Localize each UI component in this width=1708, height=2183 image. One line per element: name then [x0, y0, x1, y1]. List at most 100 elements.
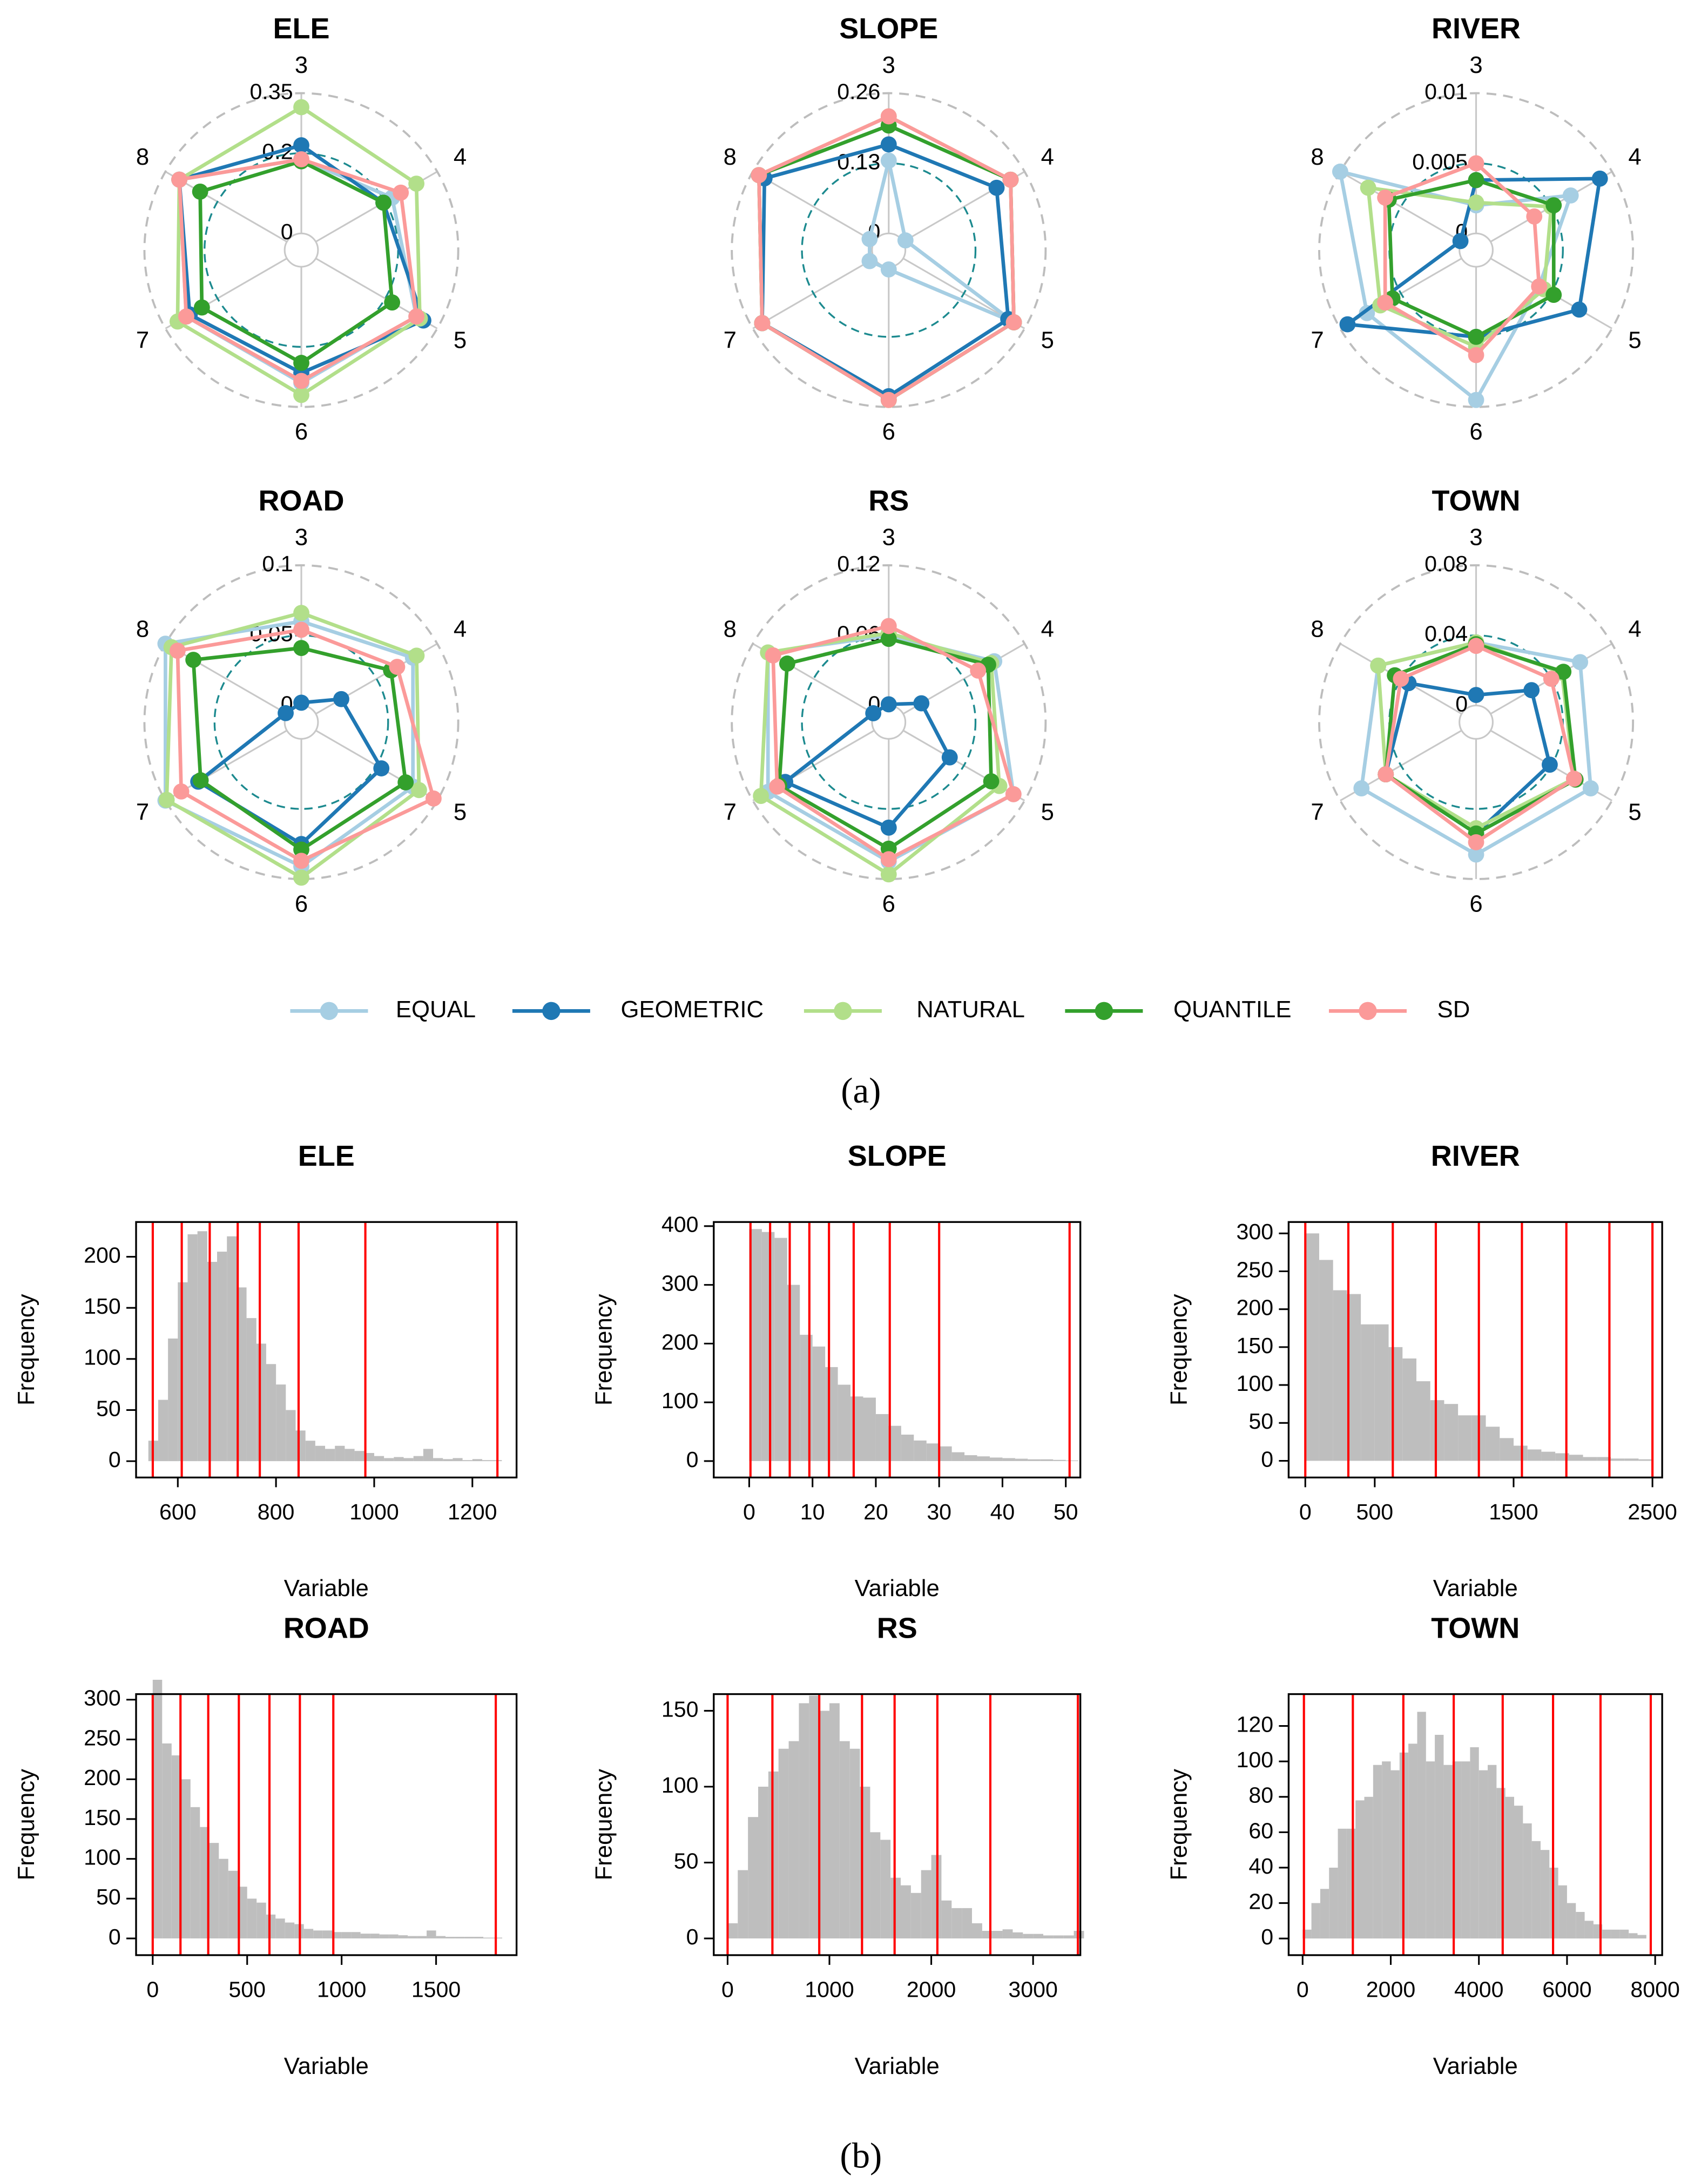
series-point — [779, 655, 795, 672]
axis-label: 4 — [1041, 144, 1054, 170]
series-point — [293, 387, 309, 403]
series-point — [1353, 780, 1370, 796]
bar — [1584, 1921, 1594, 1939]
y-tick-label: 50 — [1248, 1409, 1273, 1434]
bar — [313, 1930, 323, 1939]
bar — [962, 1908, 973, 1939]
bar — [819, 1711, 830, 1939]
axis-label: 3 — [882, 524, 895, 551]
bar — [825, 1367, 838, 1461]
series-point — [1591, 170, 1608, 187]
series-point — [293, 841, 309, 858]
series-point — [384, 294, 401, 311]
legend-marker — [834, 1002, 852, 1020]
grid-ring — [143, 92, 460, 408]
series-point — [397, 774, 414, 790]
axis-label: 4 — [454, 144, 467, 170]
series-point — [751, 167, 767, 184]
axis-label: 5 — [454, 327, 467, 353]
series-point — [897, 232, 914, 249]
y-axis-label: Frequency — [1165, 1769, 1192, 1881]
bar — [1416, 1381, 1430, 1461]
axis-label: 4 — [454, 616, 467, 642]
y-tick-label: 50 — [96, 1396, 121, 1421]
bar — [1338, 1828, 1347, 1939]
axis-label: 6 — [882, 890, 895, 917]
y-tick-label: 200 — [661, 1329, 699, 1354]
axis-label: 6 — [295, 890, 308, 917]
bar — [1443, 1765, 1453, 1939]
chart-title: SLOPE — [848, 1140, 947, 1172]
series-point — [1005, 786, 1022, 802]
series-point — [880, 851, 897, 868]
bar — [197, 1231, 207, 1462]
bar — [1611, 1929, 1620, 1939]
bar — [1619, 1929, 1629, 1939]
plot-frame — [135, 1221, 518, 1479]
bar — [398, 1935, 408, 1939]
bar — [413, 1456, 423, 1462]
bar — [1488, 1765, 1497, 1939]
y-tick-label: 200 — [84, 1765, 121, 1790]
legend-marker — [1095, 1002, 1113, 1020]
chart-title: ROAD — [283, 1612, 369, 1645]
axis-label: 7 — [724, 799, 737, 826]
bar — [209, 1843, 219, 1939]
axis-label: 3 — [295, 52, 308, 78]
bar — [738, 1870, 748, 1939]
y-tick-label: 200 — [1236, 1295, 1273, 1320]
axis-label: 5 — [1628, 327, 1641, 353]
series-point — [913, 695, 930, 712]
x-tick-label: 1500 — [1489, 1499, 1538, 1524]
bar — [829, 1703, 840, 1939]
bar — [1558, 1885, 1567, 1939]
bar — [778, 1748, 789, 1939]
axis-label: 4 — [1628, 616, 1641, 642]
bar — [389, 1934, 399, 1939]
bar — [951, 1908, 962, 1939]
bar — [799, 1703, 809, 1939]
series-point — [1377, 189, 1394, 206]
x-axis-label: Variable — [855, 2053, 940, 2079]
bar — [364, 1452, 374, 1462]
x-axis-label: Variable — [284, 2053, 369, 2079]
bar — [464, 1937, 474, 1939]
axis-label: 6 — [882, 418, 895, 445]
bar — [888, 1425, 901, 1461]
series-point — [1452, 233, 1469, 249]
axis-label: 3 — [1469, 524, 1482, 551]
y-tick-label: 100 — [661, 1773, 699, 1797]
r-tick-label: 0.26 — [837, 79, 880, 104]
series-point — [426, 790, 442, 807]
r-tick-label: 0.35 — [250, 79, 293, 104]
series-point — [1572, 654, 1589, 671]
chart-title: ELE — [273, 12, 330, 45]
series-point — [178, 308, 194, 325]
x-tick-label: 0 — [1299, 1499, 1312, 1524]
bar — [1329, 1867, 1338, 1939]
x-tick-label: 0 — [743, 1499, 755, 1524]
bar — [1597, 1457, 1611, 1461]
bar — [1638, 1459, 1653, 1461]
y-axis-label: Frequency — [13, 1769, 39, 1881]
axis-label: 6 — [1469, 418, 1482, 445]
series-point — [278, 705, 294, 721]
bar — [1637, 1935, 1646, 1939]
y-tick-label: 50 — [96, 1884, 121, 1909]
series-point — [1555, 664, 1572, 680]
axis-label: 5 — [454, 799, 467, 826]
bar — [758, 1787, 768, 1939]
bar — [1361, 1324, 1375, 1461]
y-tick-label: 0 — [109, 1447, 121, 1472]
axis-label: 6 — [1469, 890, 1482, 917]
bar — [1402, 1358, 1416, 1461]
axis-label: 7 — [724, 327, 737, 353]
y-axis-label: Frequency — [591, 1294, 617, 1405]
bar — [1470, 1747, 1479, 1939]
axis-label: 6 — [295, 418, 308, 445]
bar — [275, 1918, 285, 1939]
series-point — [193, 299, 210, 316]
bar — [1311, 1903, 1320, 1939]
bar — [462, 1460, 472, 1462]
